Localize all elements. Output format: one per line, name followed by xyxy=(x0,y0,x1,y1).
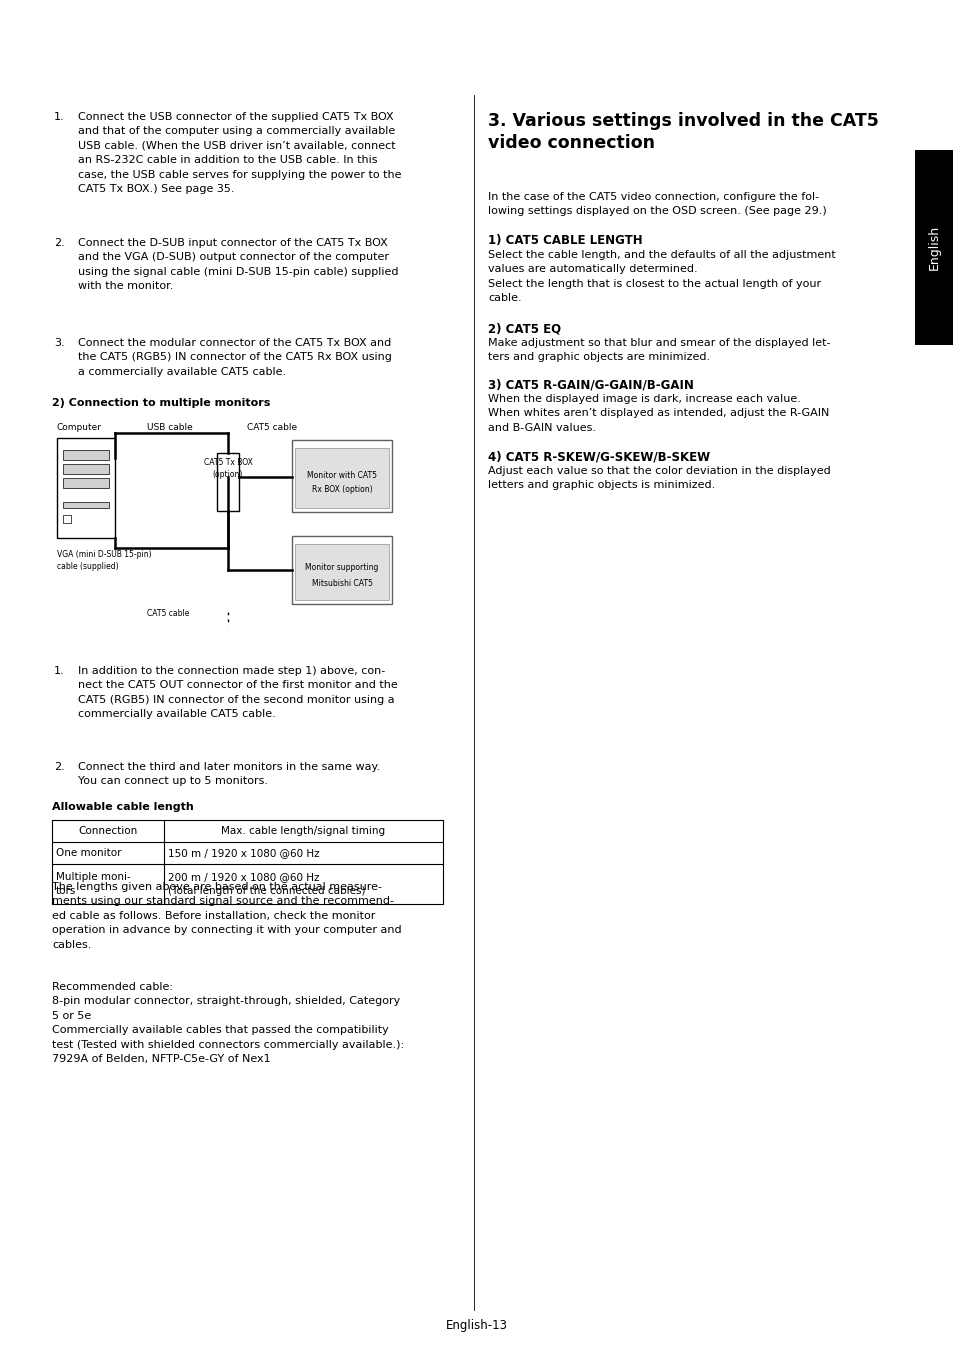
Text: Adjust each value so that the color deviation in the displayed
letters and graph: Adjust each value so that the color devi… xyxy=(488,466,830,490)
Bar xyxy=(63,478,109,488)
Bar xyxy=(63,503,109,508)
Text: English-13: English-13 xyxy=(446,1319,507,1332)
Text: cable (supplied): cable (supplied) xyxy=(57,562,118,571)
Text: Select the cable length, and the defaults of all the adjustment
values are autom: Select the cable length, and the default… xyxy=(488,250,835,303)
Text: English: English xyxy=(927,224,940,270)
Text: 2.: 2. xyxy=(54,238,65,249)
Text: Make adjustment so that blur and smear of the displayed let-
ters and graphic ob: Make adjustment so that blur and smear o… xyxy=(488,338,830,362)
Text: Allowable cable length: Allowable cable length xyxy=(52,802,193,812)
Bar xyxy=(292,536,392,604)
Text: CAT5 cable: CAT5 cable xyxy=(247,423,296,432)
Text: In addition to the connection made step 1) above, con-
nect the CAT5 OUT connect: In addition to the connection made step … xyxy=(78,666,397,719)
Text: Monitor supporting: Monitor supporting xyxy=(305,563,378,573)
Bar xyxy=(216,453,239,511)
Text: (option): (option) xyxy=(213,470,243,480)
Text: 1.: 1. xyxy=(54,112,65,122)
Text: Max. cable length/signal timing: Max. cable length/signal timing xyxy=(221,825,385,836)
Text: 2) Connection to multiple monitors: 2) Connection to multiple monitors xyxy=(52,399,270,408)
Text: In the case of the CAT5 video connection, configure the fol-
lowing settings dis: In the case of the CAT5 video connection… xyxy=(488,192,826,216)
Text: 150 m / 1920 x 1080 @60 Hz: 150 m / 1920 x 1080 @60 Hz xyxy=(168,848,319,858)
Text: Connect the modular connector of the CAT5 Tx BOX and
the CAT5 (RGB5) IN connecto: Connect the modular connector of the CAT… xyxy=(78,338,392,377)
Bar xyxy=(63,515,71,523)
Bar xyxy=(57,438,115,538)
Bar xyxy=(63,450,109,459)
Text: Rx BOX (option): Rx BOX (option) xyxy=(312,485,372,494)
Text: CAT5 Tx BOX: CAT5 Tx BOX xyxy=(203,458,253,467)
Text: One monitor: One monitor xyxy=(56,848,121,858)
Text: Connect the third and later monitors in the same way.
You can connect up to 5 mo: Connect the third and later monitors in … xyxy=(78,762,379,786)
Text: 3.: 3. xyxy=(54,338,65,349)
Text: Connect the USB connector of the supplied CAT5 Tx BOX
and that of the computer u: Connect the USB connector of the supplie… xyxy=(78,112,401,195)
Bar xyxy=(63,463,109,474)
Text: 4) CAT5 R-SKEW/G-SKEW/B-SKEW: 4) CAT5 R-SKEW/G-SKEW/B-SKEW xyxy=(488,450,709,463)
Text: VGA (mini D-SUB 15-pin): VGA (mini D-SUB 15-pin) xyxy=(57,550,152,559)
Text: 3) CAT5 R-GAIN/G-GAIN/B-GAIN: 3) CAT5 R-GAIN/G-GAIN/B-GAIN xyxy=(488,378,693,390)
Text: Mitsubishi CAT5: Mitsubishi CAT5 xyxy=(312,578,372,588)
Text: 2.: 2. xyxy=(54,762,65,771)
Text: Multiple moni-
tors: Multiple moni- tors xyxy=(56,873,131,896)
Text: 1.: 1. xyxy=(54,666,65,676)
Bar xyxy=(294,544,389,600)
Text: The lengths given above are based on the actual measure-
ments using our standar: The lengths given above are based on the… xyxy=(52,882,401,950)
Bar xyxy=(294,449,389,508)
Text: USB cable: USB cable xyxy=(147,423,193,432)
Bar xyxy=(292,440,392,512)
Text: CAT5 cable: CAT5 cable xyxy=(147,609,190,617)
Text: Connect the D-SUB input connector of the CAT5 Tx BOX
and the VGA (D-SUB) output : Connect the D-SUB input connector of the… xyxy=(78,238,398,292)
Bar xyxy=(914,150,953,345)
Text: When the displayed image is dark, increase each value.
When whites aren’t displa: When the displayed image is dark, increa… xyxy=(488,394,828,432)
Text: Monitor with CAT5: Monitor with CAT5 xyxy=(307,470,376,480)
Text: 1) CAT5 CABLE LENGTH: 1) CAT5 CABLE LENGTH xyxy=(488,234,642,247)
Text: Computer: Computer xyxy=(57,423,102,432)
Text: Recommended cable:
8-pin modular connector, straight-through, shielded, Category: Recommended cable: 8-pin modular connect… xyxy=(52,982,404,1065)
Text: 3. Various settings involved in the CAT5
video connection: 3. Various settings involved in the CAT5… xyxy=(488,112,878,151)
Bar xyxy=(52,820,442,904)
Text: 200 m / 1920 x 1080 @60 Hz
(Total length of the connected cables): 200 m / 1920 x 1080 @60 Hz (Total length… xyxy=(168,873,365,896)
Text: 2) CAT5 EQ: 2) CAT5 EQ xyxy=(488,322,560,335)
Text: Connection: Connection xyxy=(78,825,137,836)
